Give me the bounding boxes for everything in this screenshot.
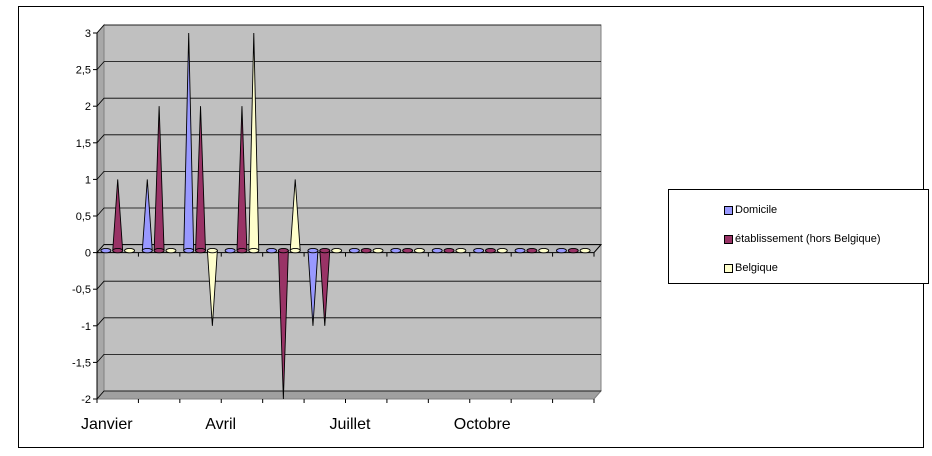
cone-base-2-2 bbox=[206, 247, 218, 254]
cone-1-10 bbox=[526, 247, 538, 254]
x-tick-label: Janvier bbox=[81, 416, 133, 433]
y-gridline bbox=[96, 207, 601, 217]
y-tick-label: -0,5 bbox=[72, 284, 91, 296]
cone-base-1-5 bbox=[319, 247, 331, 254]
y-tick-label: 0,5 bbox=[76, 211, 91, 223]
y-tick-label: -2 bbox=[81, 394, 91, 406]
cone-2-0 bbox=[124, 247, 135, 254]
cone-2-11 bbox=[579, 247, 591, 254]
legend-item: Belgique bbox=[724, 262, 778, 274]
cone-2-1 bbox=[165, 247, 177, 254]
cone-0-9 bbox=[473, 247, 485, 254]
y-gridline bbox=[96, 390, 601, 400]
chart-legend: Domicile établissement (hors Belgique) Bel… bbox=[668, 189, 929, 284]
y-tick-label: 3 bbox=[85, 28, 91, 40]
y-tick-label: 1 bbox=[85, 174, 91, 186]
y-tick-label: -1 bbox=[81, 321, 91, 333]
chart-plot: 3 2,5 2 1,5 1 0,5 0 -0,5 -1 -1,5 -2 Janvier Avril Jui… bbox=[72, 23, 603, 433]
cone-1-7 bbox=[402, 247, 414, 254]
cone-base-0-2 bbox=[183, 247, 195, 254]
y-gridline bbox=[96, 61, 601, 70]
y-gridline bbox=[96, 97, 601, 107]
cone-0-3 bbox=[224, 247, 236, 254]
legend-label: établissement (hors Belgique) bbox=[735, 233, 881, 245]
y-gridline bbox=[96, 317, 601, 327]
plot-floor bbox=[95, 390, 603, 400]
cone-base-0-1 bbox=[141, 247, 153, 254]
cone-base-1-1 bbox=[153, 247, 165, 254]
cone-base-0-5 bbox=[307, 247, 319, 254]
cone-base-1-2 bbox=[195, 247, 206, 254]
cone-base-1-4 bbox=[277, 247, 289, 254]
legend-label: Domicile bbox=[735, 204, 778, 216]
chart-frame: 3 2,5 2 1,5 1 0,5 0 -0,5 -1 -1,5 -2 Janvier Avril Jui… bbox=[18, 6, 929, 448]
y-tick-label: 2,5 bbox=[76, 65, 91, 77]
y-tick-label: 0 bbox=[85, 248, 91, 260]
cone-0-7 bbox=[390, 247, 402, 254]
cone-2-5 bbox=[331, 247, 343, 254]
cone-0-8 bbox=[431, 247, 443, 254]
y-gridline bbox=[96, 134, 601, 144]
cone-base-2-3 bbox=[248, 247, 260, 254]
legend-label: Belgique bbox=[735, 262, 778, 274]
legend-swatch bbox=[724, 263, 733, 273]
cone-base-1-3 bbox=[236, 247, 248, 254]
legend-item: Domicile bbox=[724, 204, 777, 216]
y-tick-label: 1,5 bbox=[76, 138, 91, 150]
cone-2-8 bbox=[455, 247, 467, 254]
x-tick-label: Juillet bbox=[330, 416, 371, 433]
cone-1-11 bbox=[567, 247, 579, 254]
y-tick-label: -1,5 bbox=[72, 357, 91, 369]
cone-2-7 bbox=[414, 247, 425, 254]
y-tick-label: 2 bbox=[85, 101, 91, 113]
y-gridline bbox=[96, 353, 601, 363]
cone-2-9 bbox=[496, 247, 508, 254]
cone-2-6 bbox=[372, 247, 384, 254]
y-gridline bbox=[96, 24, 601, 34]
cone-0-4 bbox=[266, 247, 277, 254]
cone-1-6 bbox=[360, 247, 372, 254]
y-gridline bbox=[96, 280, 601, 290]
x-tick-label: Avril bbox=[205, 416, 236, 433]
legend-item: établissement (hors Belgique) bbox=[724, 233, 881, 245]
legend-swatch bbox=[724, 205, 733, 215]
cone-base-1-0 bbox=[112, 247, 124, 254]
cone-1-8 bbox=[443, 247, 455, 254]
cone-0-10 bbox=[514, 247, 526, 254]
cone-1-9 bbox=[485, 247, 496, 254]
legend-swatch bbox=[724, 234, 733, 244]
cone-0-0 bbox=[100, 247, 112, 254]
x-tick-label: Octobre bbox=[454, 416, 511, 433]
cone-0-6 bbox=[348, 247, 360, 254]
cone-0-11 bbox=[556, 247, 567, 254]
cone-2-10 bbox=[538, 247, 550, 254]
y-gridline bbox=[96, 170, 601, 180]
cone-base-2-4 bbox=[289, 247, 301, 254]
